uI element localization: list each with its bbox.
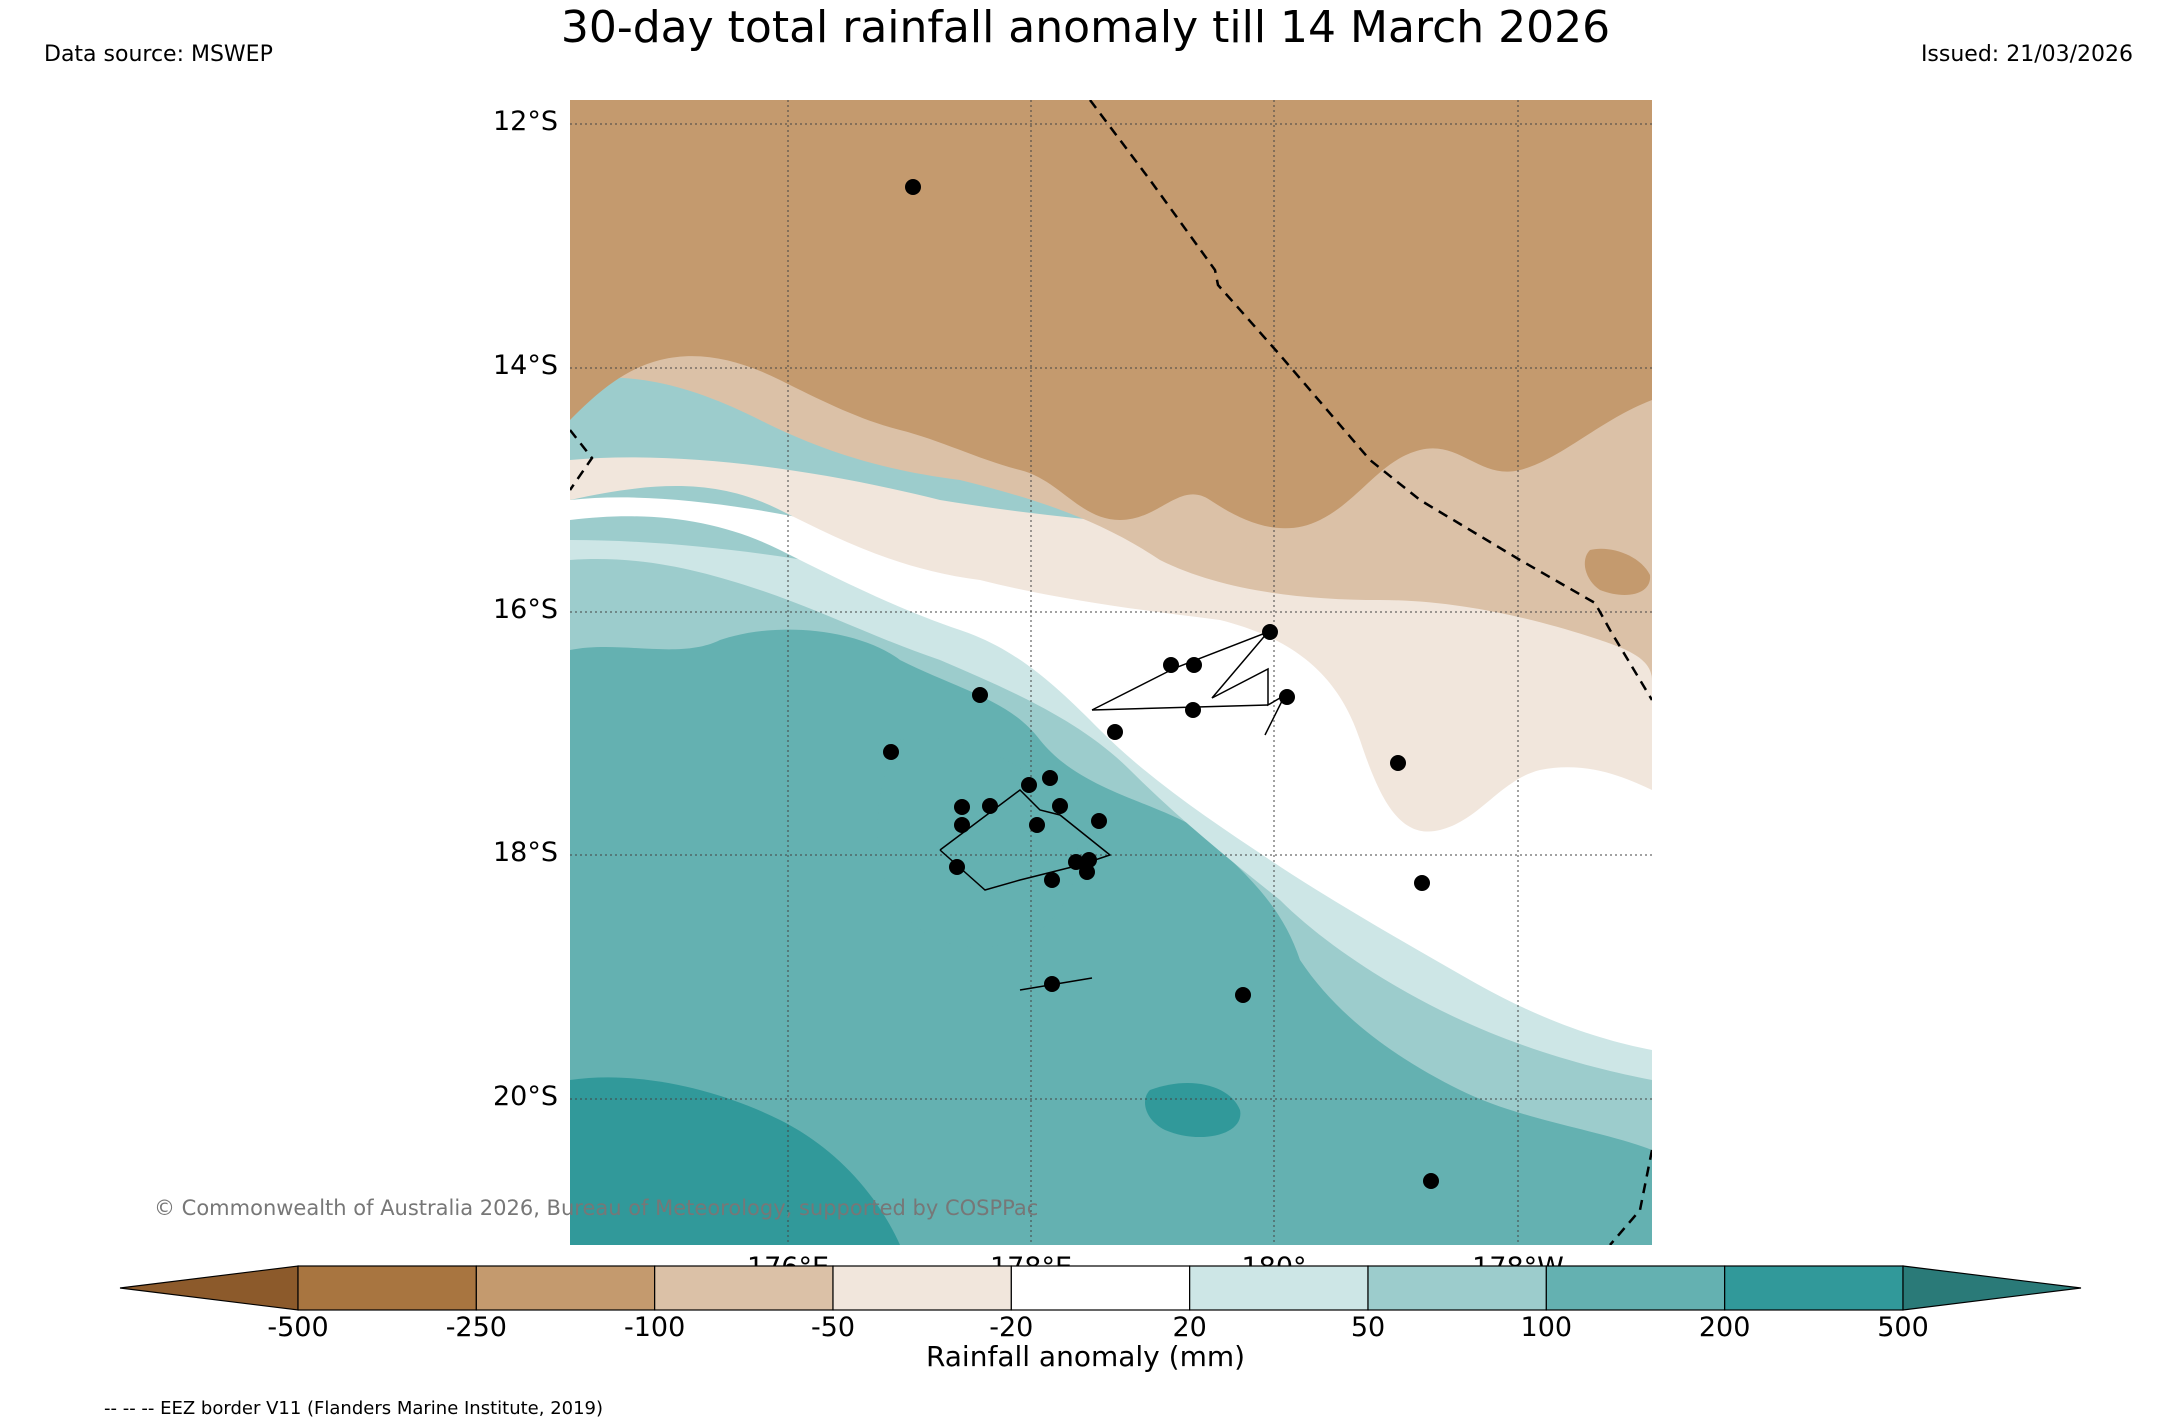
colorbar-bin	[475, 1265, 656, 1311]
colorbar-bin	[1010, 1265, 1191, 1311]
colorbar-high-extend	[1902, 1265, 2082, 1311]
colorbar-label: Rainfall anomaly (mm)	[925, 1340, 1246, 1373]
colorbar-tick-label: -20	[989, 1312, 1034, 1343]
colorbar-tick-label: -500	[267, 1312, 329, 1343]
colorbar-tick-label: 100	[1520, 1312, 1573, 1343]
colorbar-bin	[297, 1265, 477, 1311]
colorbar	[119, 1265, 2082, 1311]
colorbar-tick-label: 50	[1350, 1312, 1386, 1343]
colorbar-bin	[1545, 1265, 1726, 1311]
station-markers	[883, 179, 1439, 1189]
data-source: Data source: MSWEP	[44, 42, 273, 67]
lat-label-16S: 16°S	[493, 594, 558, 625]
map-title: 30-day total rainfall anomaly till 14 Ma…	[560, 2, 1611, 53]
anomaly-zone-200-500	[570, 1077, 900, 1245]
colorbar-bin	[1189, 1265, 1369, 1311]
colorbar-bin	[654, 1265, 834, 1311]
lat-label-18S: 18°S	[493, 837, 558, 868]
map-gridlines	[570, 100, 1652, 1245]
colorbar-bin	[1367, 1265, 1547, 1311]
colorbar-tick-label: -50	[810, 1312, 856, 1343]
copyright-notice: © Commonwealth of Australia 2026, Bureau…	[154, 1196, 1039, 1220]
colorbar-low-extend	[119, 1265, 299, 1311]
eez-border	[570, 100, 1652, 1245]
colorbar-tick-label: 200	[1698, 1312, 1751, 1343]
anomaly-zone-minus100-250-b	[1584, 548, 1651, 595]
lat-label-12S: 12°S	[493, 106, 558, 137]
colorbar-bin	[1724, 1265, 1904, 1311]
anomaly-zone-100-200	[570, 629, 1652, 1245]
anomaly-zone-minus100-250	[570, 100, 1652, 529]
eez-legend-note: -- -- -- EEZ border V11 (Flanders Marine…	[104, 1398, 604, 1419]
anomaly-zone-200-500-b	[1145, 1082, 1241, 1138]
colorbar-bin	[832, 1265, 1012, 1311]
lat-label-14S: 14°S	[493, 350, 558, 381]
colorbar-tick-label: -250	[445, 1312, 507, 1343]
colorbar-tick-label: 500	[1877, 1312, 1929, 1343]
lat-label-20S: 20°S	[493, 1081, 558, 1112]
colorbar-tick-label: -100	[624, 1312, 686, 1343]
colorbar-tick-label: 20	[1172, 1312, 1207, 1343]
issued-date: Issued: 21/03/2026	[1920, 42, 2133, 67]
